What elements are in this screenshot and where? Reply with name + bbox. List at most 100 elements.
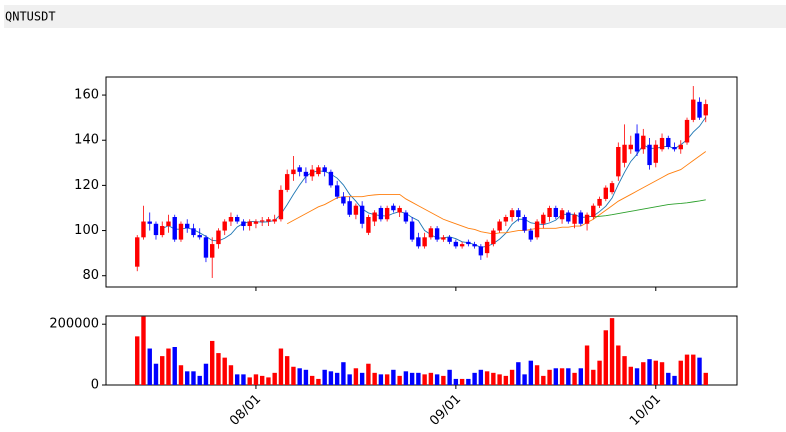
candle-body xyxy=(572,214,577,224)
volume-bar xyxy=(135,336,140,385)
volume-bar xyxy=(253,374,259,385)
volume-bar xyxy=(347,374,352,385)
candle-body xyxy=(478,246,484,256)
volume-bar xyxy=(628,366,633,385)
candle-body xyxy=(597,198,602,206)
volume-bar xyxy=(491,372,496,385)
moving-average xyxy=(593,199,706,218)
volume-bar xyxy=(684,354,690,385)
volume-bar xyxy=(472,372,477,385)
candle-body xyxy=(147,221,152,224)
candle-body xyxy=(178,223,184,240)
moving-average xyxy=(162,116,707,248)
x-tick-label: 10/01 xyxy=(627,392,664,429)
volume-bar xyxy=(309,375,315,385)
candle-body xyxy=(309,169,315,177)
y-tick-label: 120 xyxy=(74,178,99,193)
volume-bar xyxy=(609,318,615,385)
candle-body xyxy=(684,119,690,143)
volume-bar xyxy=(172,347,177,385)
candle-body xyxy=(172,217,177,240)
candle-body xyxy=(472,244,477,247)
plot-area xyxy=(105,76,738,288)
volume-bar xyxy=(185,371,190,385)
candle-body xyxy=(422,237,427,247)
candle-body xyxy=(672,147,677,150)
y-tick-label: 100 xyxy=(74,223,99,238)
candle-body xyxy=(372,212,377,222)
candle-body xyxy=(547,207,552,217)
candle-body xyxy=(534,221,540,238)
candle-body xyxy=(341,196,346,204)
volume-bar xyxy=(166,348,171,385)
candle-body xyxy=(228,217,234,222)
candle-body xyxy=(210,244,215,258)
volume-bar xyxy=(334,372,340,385)
volume-bar xyxy=(160,356,165,385)
volume-bar xyxy=(597,360,602,385)
volume-bar xyxy=(197,375,202,385)
volume-bar xyxy=(459,378,465,385)
candle-body xyxy=(528,230,534,240)
candle-body xyxy=(166,221,171,227)
candle-body xyxy=(666,137,671,147)
volume-bar xyxy=(659,362,665,385)
volume-bar xyxy=(466,378,471,385)
volume-bar xyxy=(341,362,346,385)
candle-body xyxy=(484,241,490,254)
volume-bar xyxy=(703,372,708,385)
volume-bar xyxy=(366,363,371,385)
candle-body xyxy=(566,212,571,222)
candle-body xyxy=(247,221,252,227)
volume-bar xyxy=(384,374,390,385)
volume-bar xyxy=(284,356,290,385)
candle-body xyxy=(397,207,402,213)
volume-bar xyxy=(216,353,221,385)
candle-body xyxy=(185,223,190,229)
candle-body xyxy=(378,207,384,220)
candle-body xyxy=(541,214,546,224)
volume-bar xyxy=(691,354,696,385)
volume-bar xyxy=(441,375,446,385)
candle-body xyxy=(647,144,652,166)
candle-body xyxy=(516,210,521,217)
volume-bar xyxy=(147,348,152,385)
volume-bar xyxy=(378,374,384,385)
volume-bar xyxy=(353,368,359,385)
volume-bar xyxy=(141,316,146,385)
volume-bar xyxy=(522,374,527,385)
y-tick-label: 0 xyxy=(91,378,99,393)
candle-body xyxy=(328,171,334,186)
volume-bar xyxy=(428,372,434,385)
candle-body xyxy=(297,167,302,172)
volume-bar xyxy=(422,374,427,385)
candle-body xyxy=(359,205,365,224)
volume-bar xyxy=(191,371,196,385)
candle-body xyxy=(434,228,440,240)
candle-body xyxy=(491,230,496,245)
candle-body xyxy=(603,187,609,199)
volume-bar xyxy=(516,362,521,385)
volume-bar xyxy=(291,366,296,385)
candle-body xyxy=(428,228,434,238)
volume-bar xyxy=(303,369,309,385)
candle-body xyxy=(160,226,165,236)
volume-bar xyxy=(616,345,621,385)
x-tick-label: 09/01 xyxy=(427,392,464,429)
candle-body xyxy=(197,235,202,238)
candle-body xyxy=(216,230,221,245)
volume-bar xyxy=(553,368,559,385)
volume-bar xyxy=(634,368,640,385)
candle-body xyxy=(509,210,515,217)
volume-bar xyxy=(328,371,334,385)
y-tick-label: 200000 xyxy=(49,317,99,332)
volume-bar xyxy=(603,330,609,385)
candle-body xyxy=(266,219,271,222)
volume-bar xyxy=(647,359,652,385)
candle-body xyxy=(135,237,140,267)
candle-body xyxy=(284,174,290,190)
volume-bar xyxy=(391,369,396,385)
candle-body xyxy=(153,223,159,236)
candle-body xyxy=(522,217,527,231)
